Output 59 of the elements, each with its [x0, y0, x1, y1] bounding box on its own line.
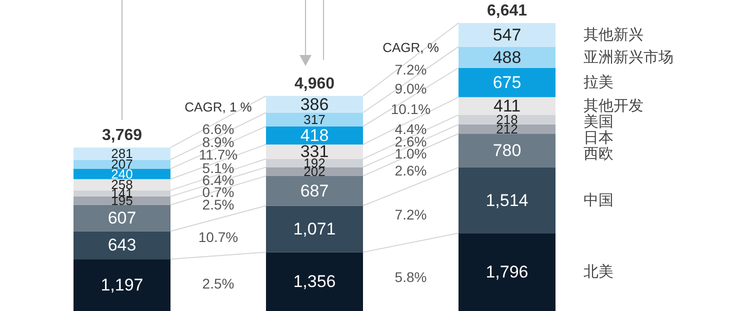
bar	[266, 112, 363, 126]
data-label: 1,356	[293, 272, 336, 292]
series-label: 北美	[584, 264, 614, 281]
total-label: 6,641	[486, 2, 528, 20]
data-label: 643	[108, 236, 136, 255]
annotation: 7.2%	[394, 62, 427, 78]
bar	[74, 168, 170, 180]
data-label: 418	[300, 126, 329, 145]
bar	[266, 206, 363, 252]
bar	[74, 148, 170, 160]
series-label: 拉美	[584, 74, 614, 92]
bar	[266, 252, 363, 311]
series-label: 西欧	[584, 146, 614, 163]
data-label: 607	[108, 208, 136, 228]
data-label: 1,796	[486, 262, 528, 282]
series-label: 亚洲新兴市场	[584, 48, 674, 66]
annotation: 9.0%	[394, 80, 427, 96]
series-label: 其他新兴	[584, 26, 644, 44]
annotation: 10.7%	[198, 229, 238, 246]
bar	[266, 144, 363, 159]
bar	[458, 134, 556, 168]
bar	[458, 46, 556, 68]
annotation: 5.8%	[394, 268, 427, 285]
bar	[74, 179, 170, 190]
bar	[266, 167, 363, 176]
series-label: 日本	[584, 130, 614, 147]
series-label: 其他开发	[584, 98, 644, 115]
annotation: 2.6%	[394, 162, 427, 179]
bar	[74, 160, 170, 169]
data-label: 1,071	[293, 219, 336, 238]
bar	[458, 23, 556, 47]
series-label: 美国	[584, 114, 614, 131]
data-label: 547	[492, 25, 522, 44]
data-label: 488	[492, 48, 522, 67]
data-label: 780	[492, 141, 522, 160]
bar	[458, 233, 556, 311]
data-label: 411	[493, 96, 521, 116]
data-label: 675	[492, 73, 522, 92]
bar	[266, 126, 363, 145]
bar	[74, 259, 170, 311]
bar	[266, 176, 363, 206]
data-label: 687	[300, 181, 329, 200]
data-label: 386	[300, 94, 329, 114]
bar	[74, 204, 170, 232]
annotation: 2.5%	[202, 275, 234, 292]
total-label: 4,960	[294, 75, 335, 92]
bar	[458, 167, 556, 234]
bar	[458, 97, 556, 115]
annotation: CAGR, %	[382, 40, 440, 56]
data-label: 317	[304, 112, 326, 128]
annotation: 7.2%	[394, 206, 427, 223]
bar	[458, 68, 556, 98]
bar	[74, 231, 170, 260]
data-label: 1,197	[100, 276, 144, 295]
annotation: 10.1%	[390, 100, 431, 117]
annotation: CAGR, 1 %	[184, 99, 252, 114]
data-label: 1,514	[486, 190, 528, 210]
series-label: 中国	[584, 192, 614, 209]
total-label: 3,769	[102, 127, 142, 144]
